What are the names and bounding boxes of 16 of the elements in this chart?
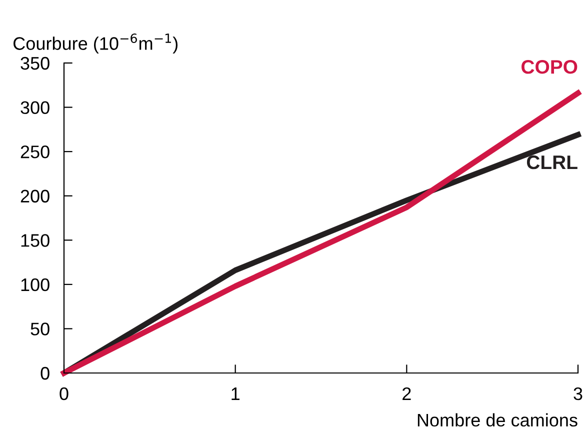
x-axis-title: Nombre de camions [418,413,578,427]
y-tick-label: 50 [30,322,50,336]
x-tick-label: 0 [60,387,68,400]
series-label: COPO [522,60,578,74]
y-tick-label: 150 [21,234,50,247]
series-label: CLRL [526,155,578,170]
y-tick-label: 300 [20,101,50,114]
y-axis-title: Courbure (10$^{−6}$m$^{−1}$) [14,33,178,54]
y-tick-label: 100 [21,278,50,292]
y-tick-label: 200 [20,190,50,203]
y-tick-label: 250 [20,146,50,158]
y-tick-label: 0 [40,366,50,380]
x-tick-label: 2 [402,387,411,400]
x-tick-label: 1 [232,388,240,400]
y-tick-label: 350 [20,56,50,70]
x-tick-label: 3 [574,387,582,400]
